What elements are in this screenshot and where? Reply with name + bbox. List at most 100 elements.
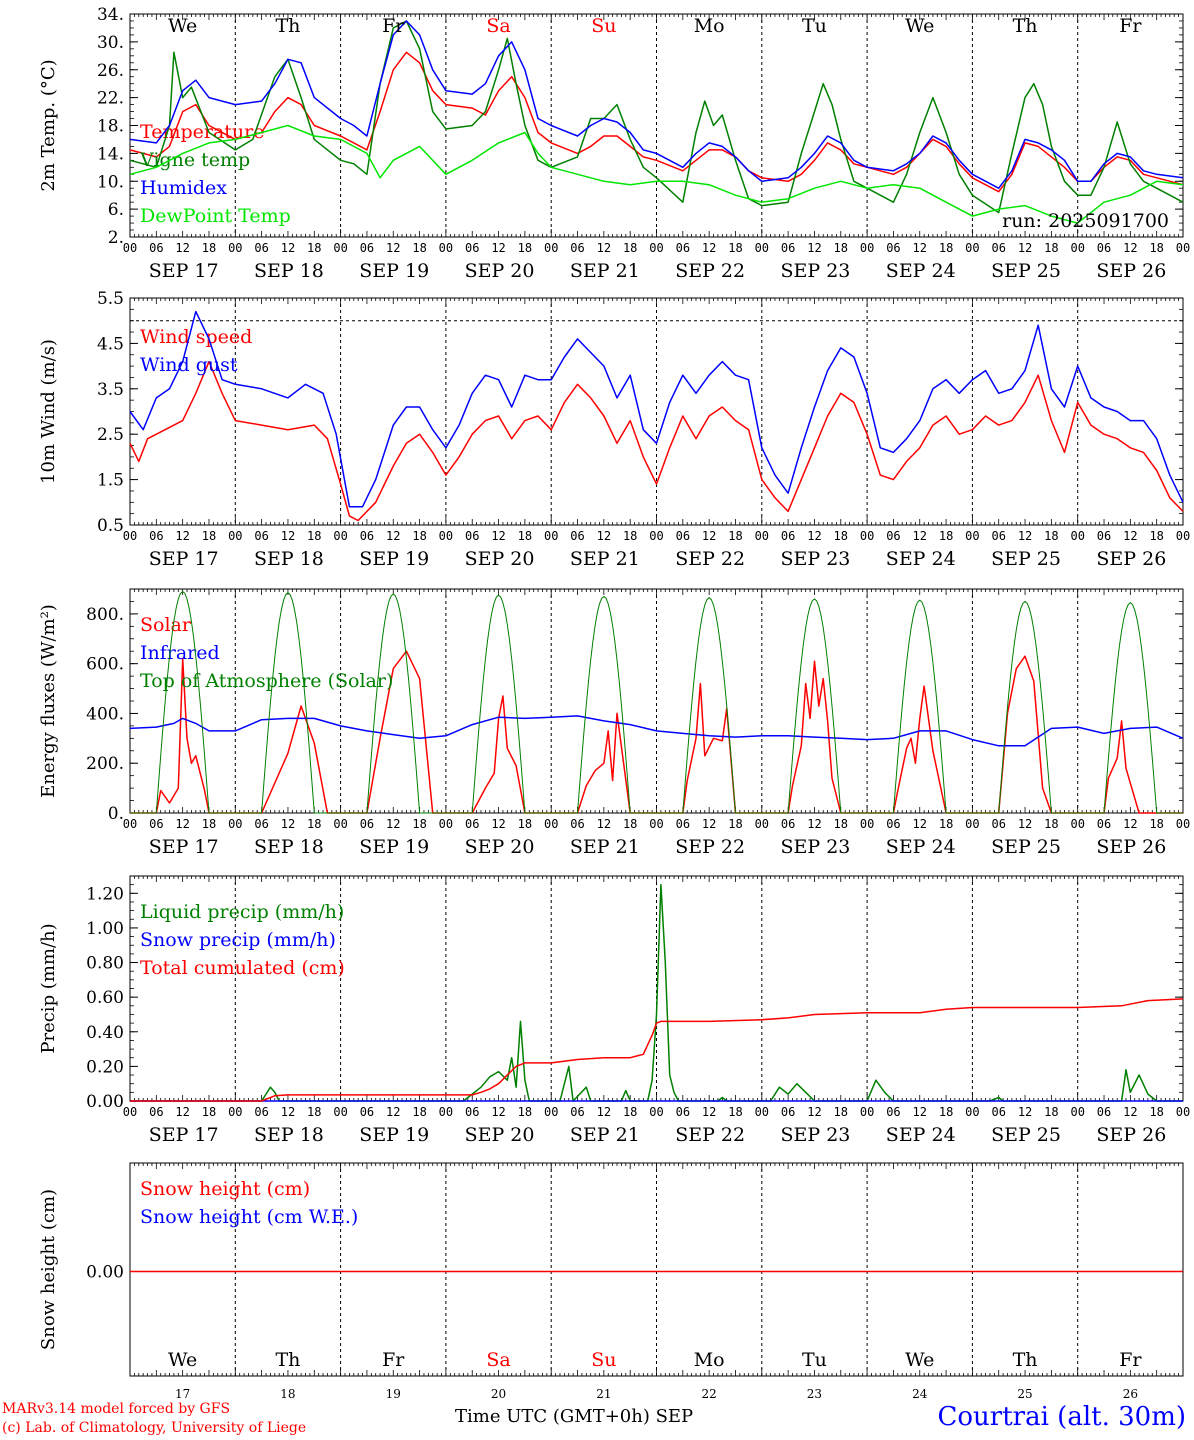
y-tick-label: 400. [86, 704, 124, 724]
hour-tick-label: 12 [597, 241, 611, 255]
hour-tick-label: 18 [202, 529, 216, 543]
hour-tick-label: 00 [333, 817, 347, 831]
y-tick-label: 6. [108, 200, 124, 220]
hour-tick-label: 18 [939, 529, 953, 543]
date-label: SEP 21 [570, 260, 640, 282]
hour-tick-label: 00 [333, 241, 347, 255]
y-tick-label: 0.40 [86, 1023, 124, 1043]
hour-tick-label: 12 [1123, 529, 1137, 543]
panel-snow: 0.00 Snow height (cm) Snow height (cm) Snow… [38, 1162, 1184, 1401]
date-label: SEP 22 [675, 836, 745, 858]
y-tick-label: 18. [97, 117, 124, 137]
y-tick-label: 1.5 [97, 471, 124, 491]
y-tick-label: 34. [97, 5, 124, 25]
hour-tick-label: 06 [149, 1105, 163, 1119]
hour-tick-label: 06 [570, 817, 584, 831]
hour-tick-label: 00 [860, 529, 874, 543]
date-label: SEP 24 [886, 836, 956, 858]
day-number-label: 21 [596, 1387, 611, 1401]
hour-tick-label: 18 [939, 817, 953, 831]
y-tick-label: 4.5 [97, 334, 124, 354]
series-infrared [129, 715, 1184, 747]
y-tick-label: 3.5 [97, 380, 124, 400]
date-label: SEP 24 [886, 260, 956, 282]
day-name-label: Tu [802, 15, 827, 37]
y-axis-label: 10m Wind (m/s) [38, 339, 59, 484]
hour-tick-label: 00 [123, 1105, 137, 1119]
hour-tick-label: 12 [913, 529, 927, 543]
legend-entry: DewPoint Temp [140, 205, 291, 227]
date-label: SEP 19 [359, 836, 429, 858]
hour-tick-label: 06 [1097, 817, 1111, 831]
hour-tick-label: 12 [175, 241, 189, 255]
day-name-label: We [905, 15, 934, 37]
hour-tick-label: 12 [807, 529, 821, 543]
hour-tick-label: 12 [597, 529, 611, 543]
hour-tick-label: 18 [1044, 529, 1058, 543]
hour-tick-label: 00 [1070, 241, 1084, 255]
day-number-label: 23 [807, 1387, 822, 1401]
hour-tick-label: 06 [991, 529, 1005, 543]
series-top-of-atmosphere-solar [130, 590, 1183, 814]
hour-tick-label: 18 [939, 241, 953, 255]
y-tick-label: 0.00 [86, 1092, 124, 1112]
credits: MARv3.14 model forced by GFS (c) Lab. of… [2, 1400, 306, 1438]
day-name-label: We [905, 1349, 934, 1371]
hour-tick-label: 00 [860, 817, 874, 831]
hour-tick-label: 06 [1097, 529, 1111, 543]
series-vigne-temp [129, 20, 1184, 214]
hour-tick-label: 12 [386, 1105, 400, 1119]
hour-tick-label: 18 [728, 817, 742, 831]
legend-entry: Humidex [140, 177, 227, 199]
hour-tick-label: 06 [781, 817, 795, 831]
hour-tick-label: 00 [544, 529, 558, 543]
hour-tick-label: 00 [228, 1105, 242, 1119]
hour-tick-label: 18 [412, 241, 426, 255]
hour-tick-label: 12 [491, 817, 505, 831]
hour-tick-label: 06 [149, 241, 163, 255]
hour-tick-label: 06 [465, 529, 479, 543]
date-label: SEP 25 [991, 548, 1061, 570]
hour-tick-label: 06 [781, 529, 795, 543]
hour-tick-label: 06 [360, 529, 374, 543]
hour-tick-label: 12 [702, 529, 716, 543]
panel-wind: 0.5 1.5 2.5 3.5 4.5 5.5 10m Wind (m/s) 00 06 12 18… [38, 289, 1190, 570]
legend-entry: Snow height (cm W.E.) [140, 1206, 358, 1228]
date-label: SEP 20 [465, 548, 535, 570]
legend-entry: Infrared [140, 642, 220, 664]
hour-tick-label: 00 [1176, 1105, 1190, 1119]
date-label: SEP 20 [465, 1124, 535, 1146]
date-label: SEP 23 [781, 260, 851, 282]
day-name-label: Fr [1119, 15, 1142, 37]
hour-tick-label: 12 [913, 817, 927, 831]
day-name-label: Th [275, 1349, 300, 1371]
date-label: SEP 22 [675, 1124, 745, 1146]
hour-tick-label: 00 [649, 529, 663, 543]
date-label: SEP 17 [149, 1124, 219, 1146]
hour-tick-label: 00 [439, 529, 453, 543]
date-label: SEP 20 [465, 260, 535, 282]
hour-tick-label: 12 [281, 529, 295, 543]
hour-tick-label: 00 [123, 817, 137, 831]
hour-tick-label: 00 [965, 1105, 979, 1119]
date-label: SEP 25 [991, 1124, 1061, 1146]
hour-tick-label: 12 [913, 1105, 927, 1119]
y-tick-label: 800. [86, 605, 124, 625]
hour-tick-label: 00 [123, 529, 137, 543]
hour-tick-label: 12 [386, 241, 400, 255]
legend-entry: Solar [140, 614, 192, 636]
hour-tick-label: 06 [676, 817, 690, 831]
day-number-label: 18 [280, 1387, 295, 1401]
hour-tick-label: 06 [570, 1105, 584, 1119]
hour-tick-label: 06 [991, 817, 1005, 831]
series-temperature [129, 51, 1184, 193]
y-tick-label: 0.00 [86, 1263, 124, 1283]
date-label: SEP 23 [781, 1124, 851, 1146]
hour-tick-label: 12 [386, 817, 400, 831]
date-label: SEP 21 [570, 1124, 640, 1146]
series-wind-gust [129, 310, 1184, 508]
date-label: SEP 24 [886, 548, 956, 570]
hour-tick-label: 06 [254, 817, 268, 831]
hour-tick-label: 00 [123, 241, 137, 255]
hour-tick-label: 18 [412, 817, 426, 831]
